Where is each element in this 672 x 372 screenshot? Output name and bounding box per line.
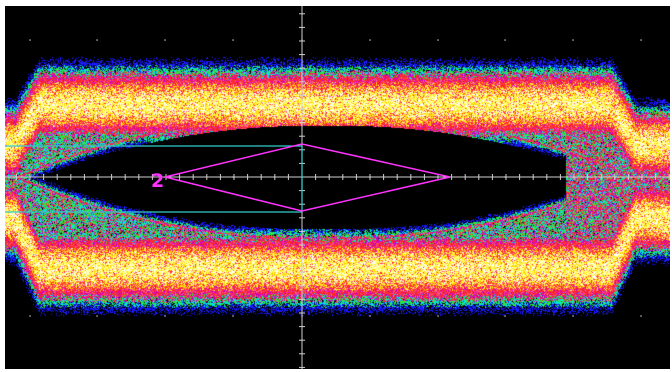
mask-number-label: 2 bbox=[151, 170, 164, 192]
eye-persistence-trace bbox=[5, 6, 670, 369]
eye-mask-diamond[interactable] bbox=[164, 143, 451, 212]
graticule-axes bbox=[5, 6, 670, 369]
eye-diagram-display[interactable]: 2 bbox=[5, 6, 670, 369]
horizontal-cursors[interactable] bbox=[5, 145, 303, 213]
graticule-dots bbox=[29, 39, 642, 317]
display-overlay: 2 bbox=[5, 6, 670, 369]
